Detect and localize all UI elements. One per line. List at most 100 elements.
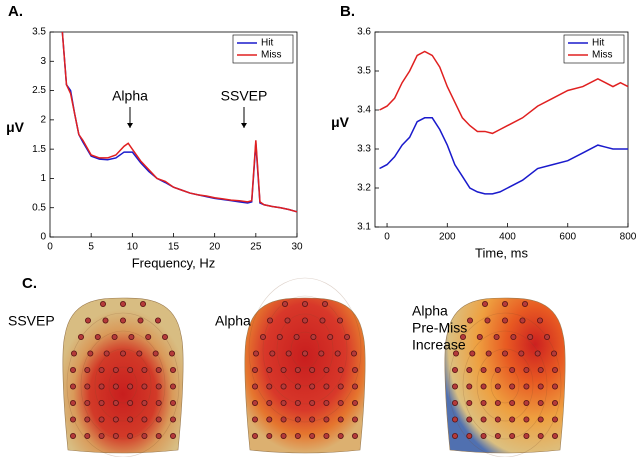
electrode [494, 383, 501, 390]
electrode [141, 416, 148, 423]
electrode [112, 432, 119, 439]
electrode [281, 300, 288, 307]
electrode [294, 432, 301, 439]
electrode [466, 383, 473, 390]
electrode [351, 383, 358, 390]
electrode [481, 300, 488, 307]
x-axis-label: Frequency, Hz [132, 255, 216, 270]
electrode [451, 432, 458, 439]
electrode [137, 317, 144, 324]
x-tick-label: 20 [209, 242, 221, 253]
electrode [98, 366, 105, 373]
annotation: SSVEP [221, 88, 268, 104]
electrode [480, 432, 487, 439]
contour-line [80, 330, 166, 440]
x-tick-label: 10 [127, 242, 139, 253]
series-line [379, 50, 629, 135]
y-axis-label: μV [6, 119, 25, 135]
electrode [111, 333, 118, 340]
electrode [337, 366, 344, 373]
electrode [280, 416, 287, 423]
head-topomap [244, 277, 366, 454]
electrode [351, 366, 358, 373]
electrode [78, 333, 85, 340]
electrode [84, 383, 91, 390]
electrode [120, 350, 127, 357]
electrode [294, 366, 301, 373]
topomap-label: Pre-Miss [412, 320, 467, 336]
y-tick-label: 3.5 [357, 66, 371, 77]
y-tick-label: 3.6 [357, 27, 371, 38]
electrode [266, 432, 273, 439]
x-tick-label: 0 [47, 242, 53, 253]
electrode [266, 366, 273, 373]
contour-line [462, 330, 548, 440]
electrode [537, 317, 544, 324]
electrode [537, 399, 544, 406]
electrode [327, 333, 334, 340]
electrode [466, 416, 473, 423]
topomap-label: Increase [412, 337, 466, 353]
electrode [476, 333, 483, 340]
electrode [251, 416, 258, 423]
contour-line [94, 348, 152, 422]
electrode [154, 317, 161, 324]
electrode [155, 366, 162, 373]
electrode [480, 383, 487, 390]
electrode [84, 432, 91, 439]
electrode [168, 350, 175, 357]
x-tick-label: 0 [384, 232, 390, 243]
electrode [509, 399, 516, 406]
x-tick-label: 25 [250, 242, 262, 253]
contour-line [476, 348, 534, 422]
legend-box [563, 34, 625, 64]
electrode [251, 366, 258, 373]
electrode [451, 383, 458, 390]
electrode [523, 416, 530, 423]
electrode [280, 366, 287, 373]
electrode [309, 432, 316, 439]
annotation: Alpha [112, 88, 148, 104]
legend-box [232, 34, 294, 64]
electrode [70, 399, 77, 406]
electrode [98, 383, 105, 390]
legend-label: Hit [261, 38, 273, 49]
electrode [451, 366, 458, 373]
y-tick-label: 2.5 [32, 85, 46, 96]
electrode [523, 399, 530, 406]
electrode [103, 350, 110, 357]
panel-label: A. [8, 3, 23, 20]
electrode [323, 366, 330, 373]
electrode [280, 432, 287, 439]
electrode [501, 300, 508, 307]
electrode [120, 300, 127, 307]
electrode [169, 383, 176, 390]
electrode [494, 366, 501, 373]
electrode [469, 350, 476, 357]
electrode [537, 366, 544, 373]
electrode [128, 333, 135, 340]
electrode [493, 333, 500, 340]
electrode [251, 383, 258, 390]
contour-line [290, 331, 320, 369]
electrode [301, 300, 308, 307]
electrode [537, 383, 544, 390]
electrode [70, 383, 77, 390]
electrode [480, 399, 487, 406]
x-axis-label: Time, ms [475, 245, 528, 260]
head-shape [444, 297, 566, 454]
y-tick-label: 3.3 [357, 144, 371, 155]
electrode [494, 432, 501, 439]
electrode [523, 383, 530, 390]
electrode [301, 317, 308, 324]
legend-label: Hit [592, 38, 604, 49]
electrode [266, 399, 273, 406]
electrode [551, 350, 558, 357]
electrode [485, 350, 492, 357]
electrode [285, 350, 292, 357]
electrode [251, 432, 258, 439]
electrode [509, 366, 516, 373]
contour-line [490, 366, 520, 404]
electrode [494, 399, 501, 406]
topomap-label: SSVEP [8, 313, 55, 329]
